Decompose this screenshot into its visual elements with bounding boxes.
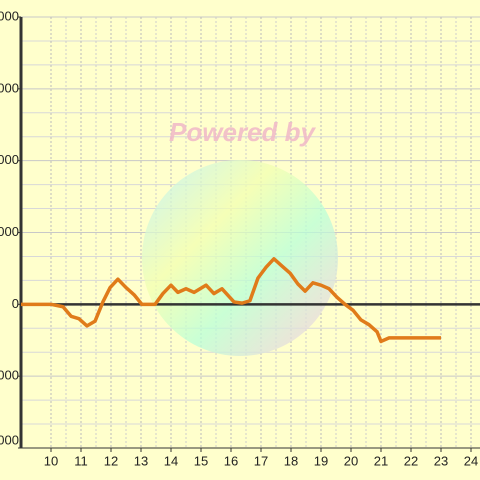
x-tick-label: 20 [344, 453, 358, 468]
x-tick-label: 11 [74, 453, 88, 468]
x-tick-label: 10 [44, 453, 58, 468]
x-tick-label: 14 [164, 453, 178, 468]
x-tick-label: 13 [134, 453, 148, 468]
watermark-text: Powered by [169, 117, 316, 147]
x-tick-label: 23 [434, 453, 448, 468]
x-tick-label: 17 [254, 453, 268, 468]
y-tick-label: 9,000 [0, 80, 19, 95]
x-tick-label: 22 [404, 453, 418, 468]
y-tick-label: 3,000 [0, 224, 19, 239]
x-tick-label: 19 [314, 453, 328, 468]
y-tick-label: 12,000 [0, 8, 19, 23]
y-tick-label: 6,000 [0, 152, 19, 167]
x-tick-label: 21 [374, 453, 388, 468]
x-tick-label: 15 [194, 453, 208, 468]
line-series [21, 257, 441, 344]
watermark-logo [142, 160, 338, 356]
x-tick-label: 24 [464, 453, 478, 468]
y-tick-label: 0 [12, 296, 19, 311]
y-tick-label: -3,000 [0, 368, 19, 383]
x-tick-label: 18 [284, 453, 298, 468]
plot: -6,000 -3,000 0 3,000 6,000 9,000 12,000 10 11 12… [0, 8, 480, 468]
x-tick-label: 12 [104, 453, 118, 468]
y-tick-label: -6,000 [0, 432, 19, 447]
x-tick-label: 16 [224, 453, 238, 468]
